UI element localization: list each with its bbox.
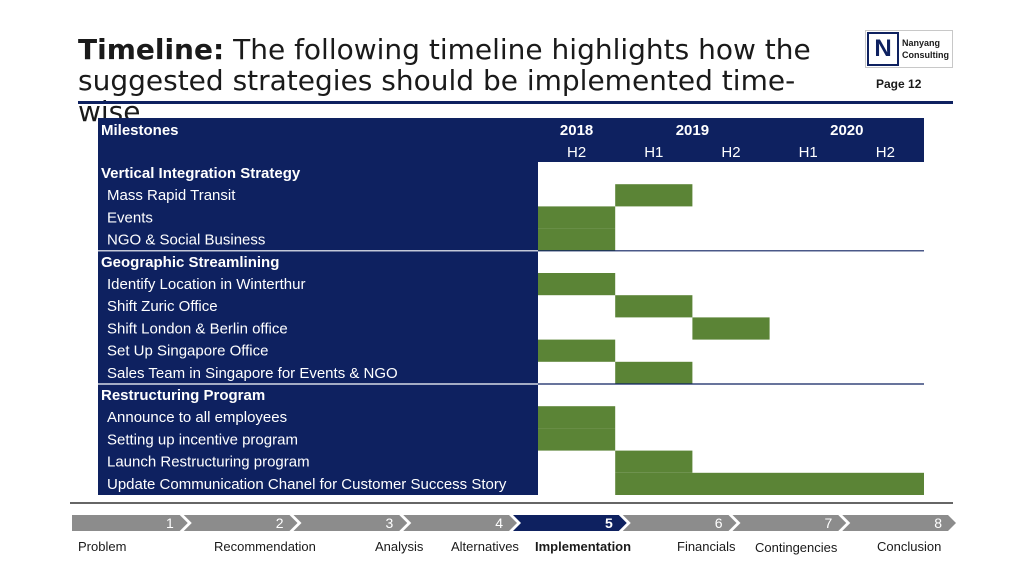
milestones-header: Milestones [101,122,179,139]
step-chevron-4 [403,515,517,531]
gantt-bar [538,228,616,251]
period-label: H2 [721,144,740,161]
company-logo: N Nanyang Consulting [865,30,953,68]
step-number: 6 [715,515,723,531]
year-label-2019: 2019 [676,122,709,139]
title-bold: Timeline: [78,33,225,66]
logo-line-1: Nanyang [902,38,941,48]
step-label-implementation: Implementation [535,539,632,554]
gantt-bar [615,450,693,473]
gantt-bar [692,317,770,340]
step-number: 2 [276,515,284,531]
gantt-bar [615,472,924,495]
step-chevron-2 [183,515,298,531]
milestone-label: Setting up incentive program [107,431,298,448]
milestone-label: Shift Zuric Office [107,298,218,315]
step-number: 1 [166,515,174,531]
step-chevron-1 [72,515,188,531]
milestone-label: Update Communication Chanel for Customer… [107,476,507,493]
milestone-label: Launch Restructuring program [107,454,310,471]
section-heading: Vertical Integration Strategy [101,165,301,182]
step-number: 8 [934,515,942,531]
step-label-financials: Financials [677,539,736,554]
milestone-label: Identify Location in Winterthur [107,276,305,293]
gantt-bar [615,295,693,318]
section-heading: Geographic Streamlining [101,254,279,271]
section-label-bg [98,250,538,384]
gantt-bar [538,206,616,229]
step-chevron-5 [513,515,627,531]
milestone-label: Announce to all employees [107,409,287,426]
page-number: Page 12 [876,77,922,91]
section-heading: Restructuring Program [101,387,265,404]
gantt-bar [538,406,616,429]
gantt-bar [538,339,616,362]
milestone-label: NGO & Social Business [107,232,265,249]
logo-line-2: Consulting [902,50,949,60]
section-label-bg [98,162,538,251]
milestone-label: Shift London & Berlin office [107,320,288,337]
gantt-bar [538,273,616,296]
step-chevron-3 [293,515,408,531]
milestone-label: Mass Rapid Transit [107,187,236,204]
step-label-recommendation: Recommendation [214,539,316,554]
step-label-problem: Problem [78,539,127,554]
period-label: H2 [876,144,895,161]
period-label: H1 [644,144,663,161]
step-number: 7 [824,515,832,531]
step-number: 5 [605,515,613,531]
bottom-divider [70,502,953,504]
gantt-header-bg [98,118,924,162]
logo-text: Nanyang Consulting [902,37,949,61]
step-label-analysis: Analysis [375,539,424,554]
period-label: H1 [799,144,818,161]
step-chevron-6 [622,515,737,531]
year-label-2018: 2018 [560,122,593,139]
step-number: 3 [385,515,393,531]
milestone-label: Events [107,209,153,226]
step-chevron-7 [732,515,847,531]
step-chevron-8 [842,515,956,531]
step-label-contingencies: Contingencies [755,540,838,555]
gantt-bar [615,184,693,207]
year-label-2020: 2020 [830,122,863,139]
gantt-bar [615,361,693,384]
period-label: H2 [567,144,586,161]
milestone-label: Sales Team in Singapore for Events & NGO [107,365,398,382]
step-number: 4 [495,515,503,531]
title-divider [78,101,953,104]
logo-mark: N [867,32,899,66]
step-label-conclusion: Conclusion [877,539,942,554]
section-label-bg [98,384,538,495]
step-label-alternatives: Alternatives [451,539,519,554]
gantt-bar [538,428,616,451]
milestone-label: Set Up Singapore Office [107,343,268,360]
